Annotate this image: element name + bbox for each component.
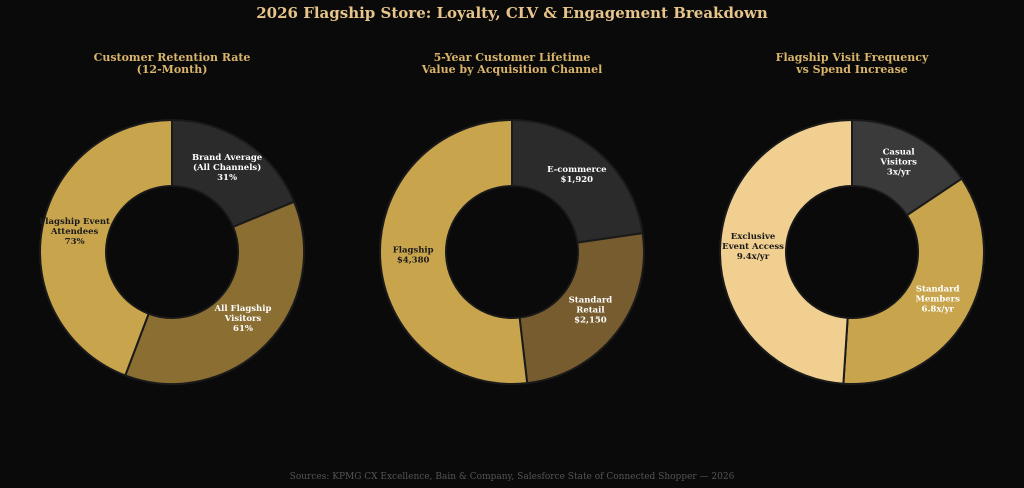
slice-label-line: Standard: [569, 295, 613, 305]
source-note: Sources: KPMG CX Excellence, Bain & Comp…: [289, 472, 735, 482]
donut-hole: [445, 185, 579, 319]
slice-label-line: 6.8x/yr: [922, 305, 955, 315]
slice-label-line: Event Access: [722, 242, 784, 252]
page-title: 2026 Flagship Store: Loyalty, CLV & Enga…: [256, 4, 768, 22]
chart-title-visit-frequency: Flagship Visit Frequency vs Spend Increas…: [702, 52, 1002, 76]
slice-label-line: 61%: [233, 324, 253, 334]
slice-label: Standard Members 6.8x/yr: [916, 285, 961, 315]
slice-label: Casual Visitors 3x/yr: [879, 148, 917, 178]
slice-label-line: 73%: [65, 237, 85, 247]
slice-label-line: Casual: [883, 148, 916, 158]
slice-label-line: E-commerce: [547, 165, 607, 175]
slice-label-line: 3x/yr: [887, 168, 911, 178]
slice-label-line: Visitors: [224, 314, 262, 324]
slice-label-line: Exclusive: [731, 232, 776, 242]
slice-label-line: Standard: [916, 285, 960, 295]
slice-label: Standard Retail $2,150: [569, 295, 613, 325]
slice-label: Brand Average (All Channels) 31%: [192, 153, 263, 183]
chart-title-clv: 5-Year Customer Lifetime Value by Acquisi…: [362, 52, 662, 76]
slice-label-line: (All Channels): [193, 162, 261, 173]
donut-hole: [785, 185, 919, 319]
slice-label-line: Flagship Event: [39, 217, 110, 227]
slice-label-line: Brand Average: [192, 153, 263, 163]
chart-title-line: Flagship Visit Frequency: [775, 51, 929, 64]
slice-label: Exclusive Event Access 9.4x/yr: [722, 232, 784, 262]
chart-title-line: Value by Acquisition Channel: [421, 63, 603, 76]
slice-label-line: 9.4x/yr: [737, 252, 770, 262]
donut-hole: [105, 185, 239, 319]
slice-label: E-commerce $1,920: [547, 165, 607, 185]
chart-title-retention: Customer Retention Rate (12-Month): [22, 52, 322, 76]
slice-label-line: $2,150: [574, 315, 607, 325]
donut-chart-2: Casual Visitors 3x/yr Standard Members 6.8x/y…: [719, 118, 985, 385]
slice-label-line: Visitors: [879, 158, 917, 168]
slice-label-line: Retail: [576, 305, 605, 315]
slice-label-line: All Flagship: [214, 304, 272, 314]
slice-label-line: $1,920: [561, 175, 594, 185]
chart-title-line: vs Spend Increase: [796, 63, 908, 76]
slice-label: All Flagship Visitors 61%: [214, 304, 272, 334]
slice-label: Flagship Event Attendees 73%: [39, 217, 110, 247]
slice-label-line: Members: [916, 295, 961, 305]
slice-label-line: Flagship: [393, 246, 434, 256]
chart-title-line: Customer Retention Rate: [93, 51, 251, 64]
slice-label-line: $4,380: [397, 256, 430, 266]
slice-label-line: 31%: [217, 173, 237, 183]
chart-title-line: (12-Month): [136, 63, 208, 76]
donut-chart-1: E-commerce $1,920 Standard Retail $2,150 Flag…: [379, 118, 645, 385]
slice-label-line: Attendees: [50, 227, 99, 237]
donut-chart-0: Brand Average (All Channels) 31% All Flagsh…: [39, 118, 305, 385]
chart-title-line: 5-Year Customer Lifetime: [433, 51, 591, 64]
slice-label: Flagship $4,380: [393, 246, 434, 266]
